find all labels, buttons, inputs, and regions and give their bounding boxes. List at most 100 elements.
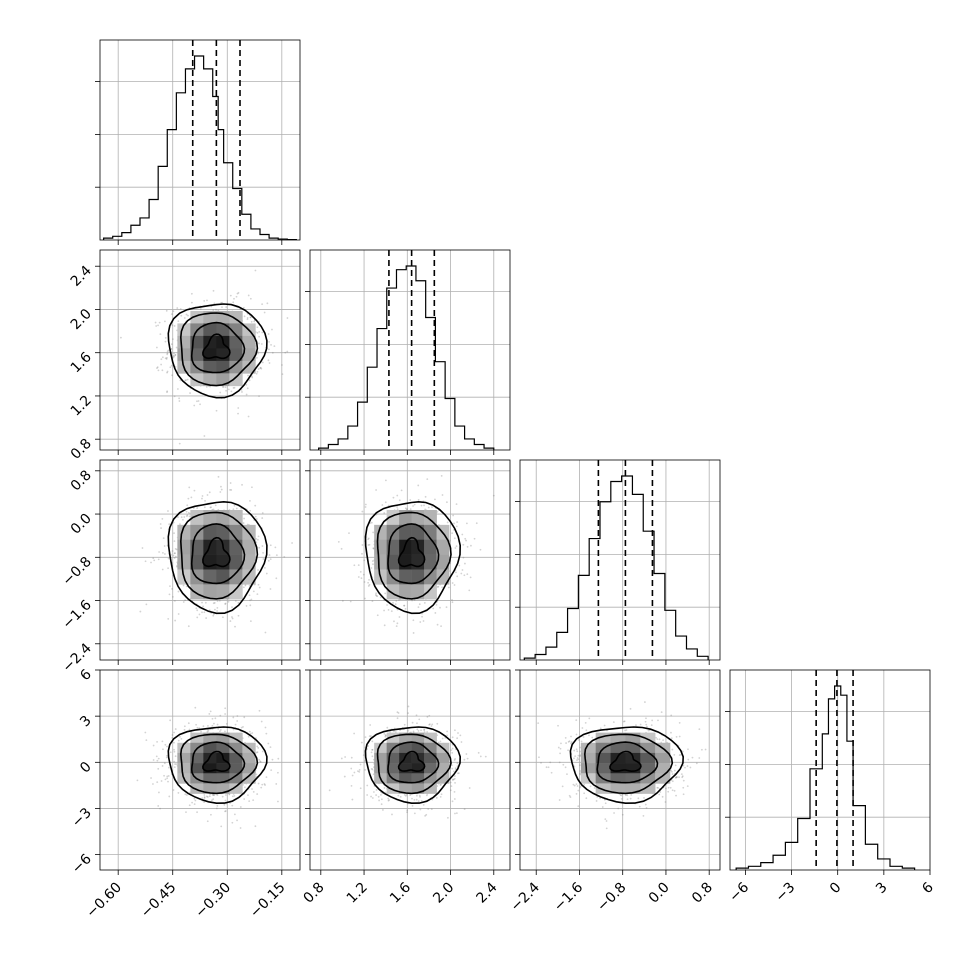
density-cell bbox=[229, 373, 243, 387]
density-cell bbox=[386, 554, 400, 570]
density-cell bbox=[610, 732, 626, 744]
y-tick-label-1-4: 2.4 bbox=[68, 263, 95, 290]
contour-2-3-1 bbox=[376, 733, 452, 795]
panel-3-0-plot-area bbox=[100, 670, 300, 870]
panel-3-0: −0.60 −0.45 −0.30 −0.15 −6 −3 0 3 6 bbox=[69, 666, 301, 922]
density-cell bbox=[216, 773, 230, 784]
density-cell bbox=[399, 569, 412, 585]
density-cell bbox=[177, 335, 191, 349]
panel-3-2-plot-area bbox=[520, 670, 720, 870]
density-cell bbox=[399, 732, 412, 744]
panel-2-0-plot-area bbox=[100, 460, 300, 660]
x-tick-label-3-1: −3 bbox=[772, 880, 798, 906]
density-cell bbox=[177, 742, 191, 754]
density-cell bbox=[655, 752, 671, 764]
density-cell bbox=[436, 763, 450, 774]
density-cell bbox=[229, 763, 243, 774]
density-cell bbox=[424, 763, 437, 774]
panel-2-1-plot-area bbox=[310, 460, 510, 660]
panel-frame-3-2 bbox=[519, 669, 721, 871]
x-tick-label-1-4: 2.4 bbox=[474, 879, 501, 906]
density-cell bbox=[424, 584, 437, 600]
density-cell bbox=[424, 524, 437, 541]
x-tick-label-3-2: 0 bbox=[827, 880, 845, 898]
contour-1-3-2 bbox=[596, 741, 659, 784]
density-cell bbox=[625, 742, 641, 754]
density-cell bbox=[242, 752, 256, 764]
density-cell bbox=[610, 773, 626, 784]
contour-1-2-1 bbox=[387, 523, 440, 585]
density-cell bbox=[610, 763, 626, 774]
x-tick-label-1-3: 2.0 bbox=[430, 880, 457, 907]
contour-3-2-0 bbox=[167, 500, 268, 615]
panel-1-1-plot-area bbox=[310, 250, 510, 450]
panel-0-0-plot-area bbox=[100, 40, 300, 240]
x-tick-label-3-3: 3 bbox=[873, 880, 891, 898]
density-cell bbox=[203, 752, 217, 764]
y-tick-label-2-4: 0.8 bbox=[68, 467, 95, 494]
contour-0-3-1 bbox=[397, 750, 426, 773]
density-cell bbox=[216, 742, 230, 754]
density-cell bbox=[580, 742, 596, 754]
panel-frame-2-2 bbox=[519, 459, 721, 661]
density-cell bbox=[203, 360, 217, 374]
density-cell bbox=[374, 742, 387, 754]
density-cell bbox=[229, 310, 243, 324]
panel-1-1 bbox=[305, 249, 511, 455]
density-cell bbox=[424, 773, 437, 784]
histogram-3 bbox=[735, 685, 916, 870]
y-tick-label-2-1: −1.6 bbox=[59, 597, 94, 632]
density-cell bbox=[399, 752, 412, 764]
density-cell bbox=[190, 348, 204, 362]
density-cell bbox=[424, 783, 437, 794]
density-cell bbox=[229, 584, 243, 600]
x-tick-label-0-0: −0.60 bbox=[83, 880, 125, 922]
density-cell bbox=[386, 783, 400, 794]
density-cell bbox=[436, 539, 450, 555]
density-cell bbox=[190, 763, 204, 774]
density-cell bbox=[177, 752, 191, 764]
density-cell bbox=[216, 554, 230, 570]
density-cell bbox=[424, 510, 437, 526]
contour-2-3-2 bbox=[583, 733, 674, 795]
density-cell bbox=[399, 742, 412, 754]
density-cell bbox=[386, 584, 400, 600]
y-tick-label-3-0: −6 bbox=[69, 851, 95, 877]
density-cell bbox=[203, 524, 217, 541]
contour-2-2-0 bbox=[179, 511, 259, 600]
density-cell bbox=[229, 360, 243, 374]
density-cell bbox=[229, 783, 243, 794]
y-tick-label-1-3: 2.0 bbox=[68, 306, 95, 333]
contour-1-3-0 bbox=[190, 741, 246, 784]
density-cell bbox=[203, 569, 217, 585]
density-cell bbox=[640, 732, 656, 744]
panel-2-0: −2.4 −1.6 −0.8 0.0 0.8 bbox=[59, 459, 301, 676]
panel-3-3: −6 −3 0 3 6 bbox=[725, 669, 937, 906]
density-cell bbox=[411, 554, 425, 570]
panel-frame-0-0 bbox=[99, 39, 301, 241]
density-cell bbox=[424, 752, 437, 764]
density-cell bbox=[399, 763, 412, 774]
y-tick-label-2-0: −2.4 bbox=[59, 640, 94, 675]
panel-2-1 bbox=[305, 459, 511, 665]
density-cell bbox=[640, 773, 656, 784]
panel-1-0: 0.8 1.2 1.6 2.0 2.4 bbox=[68, 249, 301, 463]
x-tick-label-0-1: −0.45 bbox=[138, 880, 180, 922]
density-cell bbox=[625, 773, 641, 784]
density-cell bbox=[424, 554, 437, 570]
density-cell bbox=[424, 732, 437, 744]
contour-3-2-1 bbox=[364, 500, 462, 615]
density-cell bbox=[399, 584, 412, 600]
density-cell bbox=[399, 783, 412, 794]
y-tick-label-3-3: 3 bbox=[77, 713, 95, 731]
x-tick-label-2-0: −2.4 bbox=[508, 879, 543, 914]
density-cell bbox=[411, 732, 425, 744]
density-cell bbox=[216, 783, 230, 794]
panel-frame-2-0 bbox=[99, 459, 301, 661]
density-cell bbox=[203, 323, 217, 337]
density-cell bbox=[216, 524, 230, 541]
x-tick-label-0-2: −0.30 bbox=[192, 880, 234, 922]
density-cell bbox=[229, 554, 243, 570]
panel-3-2: −2.4 −1.6 −0.8 0.0 0.8 bbox=[508, 669, 721, 915]
density-cell bbox=[229, 335, 243, 349]
